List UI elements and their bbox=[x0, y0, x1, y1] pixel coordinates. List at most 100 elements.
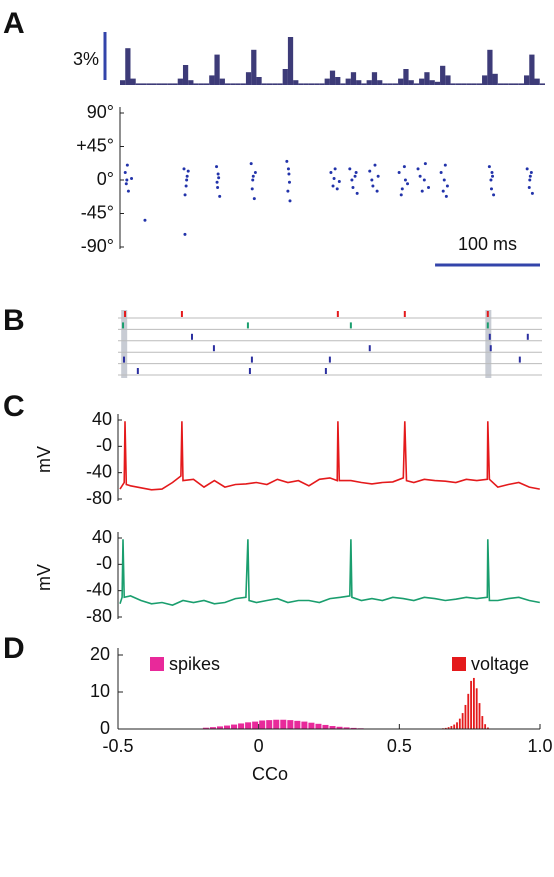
histogram-bar bbox=[202, 727, 209, 729]
phase-point bbox=[215, 180, 219, 184]
phase-point bbox=[186, 169, 190, 173]
spike-tick bbox=[349, 322, 352, 329]
histogram-bar bbox=[444, 727, 447, 729]
phase-point bbox=[353, 174, 357, 178]
spike-tick bbox=[190, 333, 193, 340]
x-tick-label: 0.5 bbox=[387, 736, 412, 756]
psth-bar bbox=[230, 83, 236, 85]
voltage-trace bbox=[119, 539, 540, 606]
histogram-bar bbox=[216, 726, 223, 729]
histogram-bar bbox=[238, 723, 245, 729]
spike-tick bbox=[122, 322, 125, 329]
x-axis-label: CCo bbox=[252, 764, 288, 784]
spike-tick bbox=[488, 333, 491, 340]
psth-bar bbox=[303, 83, 309, 85]
spike-tick bbox=[368, 345, 371, 352]
psth-bar bbox=[167, 83, 173, 85]
psth-bar bbox=[387, 83, 393, 85]
y-tick-label: -40 bbox=[86, 579, 112, 599]
histogram-bar bbox=[456, 722, 458, 729]
psth-bar bbox=[214, 54, 220, 85]
psth-bar bbox=[209, 75, 215, 85]
psth-bar bbox=[371, 72, 378, 85]
psth-bar bbox=[471, 83, 477, 85]
phase-point bbox=[416, 167, 420, 171]
phase-point bbox=[406, 182, 410, 186]
psth-bar bbox=[293, 80, 299, 85]
spike-tick bbox=[336, 311, 339, 317]
phase-point bbox=[492, 193, 496, 197]
legend-label: spikes bbox=[169, 654, 220, 674]
phase-point bbox=[442, 178, 446, 182]
phase-point bbox=[368, 169, 372, 173]
spike-tick bbox=[250, 356, 253, 363]
psth-bar bbox=[193, 83, 199, 85]
phase-point bbox=[525, 167, 529, 171]
phase-point bbox=[423, 162, 427, 166]
psth-bar bbox=[403, 69, 409, 85]
y-tick-label: -90° bbox=[81, 236, 114, 256]
spike-tick bbox=[324, 368, 327, 374]
phase-point bbox=[443, 163, 447, 167]
phase-point bbox=[402, 165, 406, 169]
histogram-bar bbox=[266, 720, 273, 729]
psth-bar bbox=[413, 83, 420, 85]
psth-bar bbox=[350, 72, 357, 85]
spike-tick bbox=[526, 333, 529, 340]
phase-point bbox=[489, 178, 493, 182]
panel-label: C bbox=[3, 390, 25, 423]
psth-bar bbox=[450, 83, 456, 85]
psth-bar bbox=[476, 83, 483, 85]
psth-bar bbox=[182, 65, 189, 85]
spike-tick bbox=[489, 345, 492, 352]
phase-point bbox=[285, 159, 289, 163]
psth-bar bbox=[466, 83, 472, 85]
phase-point bbox=[123, 171, 127, 175]
psth-bar bbox=[392, 83, 399, 85]
sync-highlight bbox=[121, 310, 128, 378]
y-tick-label: 0° bbox=[97, 169, 114, 189]
histogram-bar bbox=[224, 725, 231, 729]
psth-bar bbox=[345, 78, 351, 85]
psth-bar bbox=[261, 83, 267, 85]
phase-point bbox=[143, 218, 147, 222]
psth-bar bbox=[419, 78, 425, 85]
psth-bar bbox=[298, 83, 304, 85]
phase-point bbox=[418, 174, 422, 178]
histogram-bar bbox=[458, 718, 461, 729]
histogram-bar bbox=[461, 713, 464, 729]
phase-point bbox=[183, 232, 187, 236]
phase-point bbox=[528, 178, 532, 182]
spike-tick bbox=[248, 368, 251, 374]
psth-bar bbox=[161, 83, 168, 85]
phase-point bbox=[286, 189, 290, 193]
spike-tick bbox=[486, 311, 489, 317]
spike-tick bbox=[180, 311, 183, 317]
psth-bar bbox=[156, 83, 162, 85]
phase-point bbox=[403, 178, 407, 182]
psth-bar bbox=[398, 78, 404, 85]
y-tick-label: 40 bbox=[92, 409, 112, 429]
phase-point bbox=[373, 163, 377, 167]
phase-point bbox=[427, 185, 431, 189]
phase-point bbox=[490, 171, 494, 175]
phase-point bbox=[125, 163, 129, 167]
phase-point bbox=[216, 185, 220, 189]
x-tick-label: 1.0 bbox=[527, 736, 552, 756]
scale-bar-label: 100 ms bbox=[458, 234, 517, 254]
legend-swatch bbox=[150, 657, 164, 671]
phase-point bbox=[333, 167, 337, 171]
phase-point bbox=[185, 174, 189, 178]
phase-point bbox=[354, 171, 358, 175]
y-tick-label: 10 bbox=[90, 681, 110, 701]
phase-point bbox=[371, 184, 375, 188]
psth-bar bbox=[146, 83, 152, 85]
phase-point bbox=[287, 172, 291, 176]
panel-label: B bbox=[3, 304, 25, 337]
phase-point bbox=[375, 189, 379, 193]
psth-bar bbox=[356, 80, 362, 85]
histogram-bar bbox=[487, 727, 489, 729]
phase-point bbox=[351, 185, 355, 189]
phase-point bbox=[251, 174, 255, 178]
